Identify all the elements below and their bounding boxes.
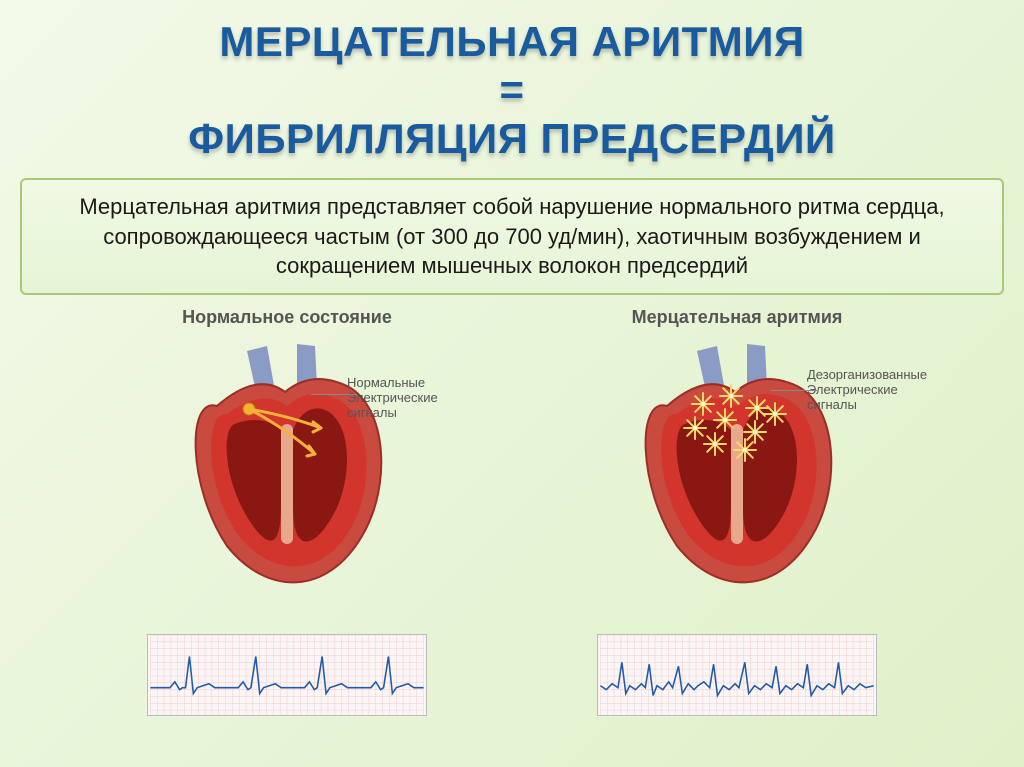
column-afib-title: Мерцательная аритмия xyxy=(632,307,843,328)
ecg-afib xyxy=(597,634,877,716)
title-line-2: ФИБРИЛЛЯЦИЯ ПРЕДСЕРДИЙ xyxy=(0,115,1024,163)
title-equals: = xyxy=(0,66,1024,114)
column-normal-title: Нормальное состояние xyxy=(182,307,392,328)
ecg-normal xyxy=(147,634,427,716)
column-normal: Нормальное состояние xyxy=(107,307,467,716)
column-afib: Мерцательная аритмия Дезорганизованные Э… xyxy=(557,307,917,716)
heart-normal-wrap: Нормальные Электрические сигналы xyxy=(107,336,467,616)
title-block: МЕРЦАТЕЛЬНАЯ АРИТМИЯ = ФИБРИЛЛЯЦИЯ ПРЕДС… xyxy=(0,0,1024,163)
definition-box: Мерцательная аритмия представляет собой … xyxy=(20,178,1004,295)
comparison-row: Нормальное состояние xyxy=(0,307,1024,716)
callout-normal-line xyxy=(311,394,357,395)
callout-afib-line xyxy=(771,390,817,391)
title-line-1: МЕРЦАТЕЛЬНАЯ АРИТМИЯ xyxy=(0,18,1024,66)
callout-afib: Дезорганизованные Электрические сигналы xyxy=(807,368,937,413)
callout-normal: Нормальные Электрические сигналы xyxy=(347,376,477,421)
heart-afib-wrap: Дезорганизованные Электрические сигналы xyxy=(557,336,917,616)
